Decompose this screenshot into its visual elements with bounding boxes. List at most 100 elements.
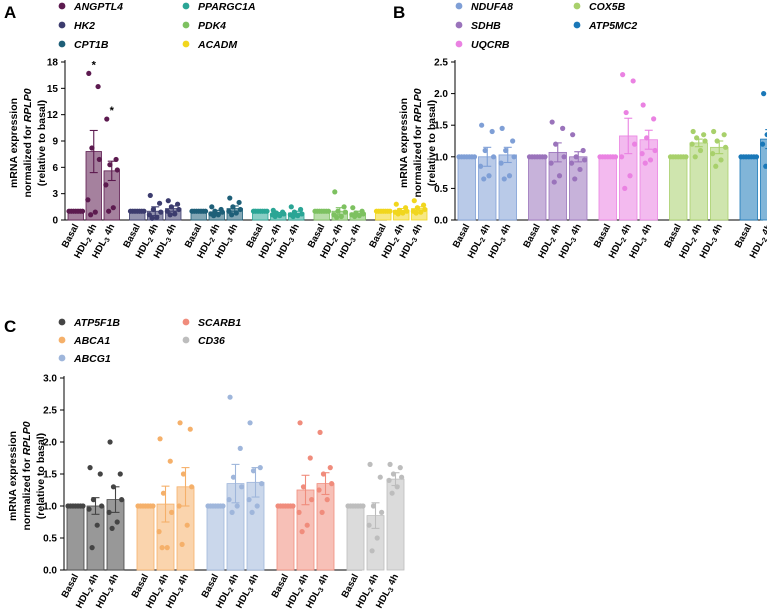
data-point-HK2 (150, 206, 156, 213)
data-point-CD36 (399, 474, 405, 480)
significance-star: * (92, 59, 97, 71)
data-point-ANGPTL4 (89, 145, 95, 151)
data-point-ABCA1 (159, 545, 165, 551)
data-point-ABCA1 (169, 509, 175, 515)
data-point-ACADM (393, 201, 399, 207)
data-point-HK2 (154, 214, 160, 220)
data-point-ACADM (404, 208, 410, 214)
data-point-SDHB (561, 154, 567, 160)
data-point-CD36 (386, 477, 392, 483)
x-tick-subscript: 3 (641, 237, 649, 244)
x-tick-subscript: 2 (550, 237, 558, 244)
x-tick-part: 4h (547, 222, 563, 239)
data-point-UQCRB (640, 102, 646, 108)
data-point-ATP5F1B (99, 503, 105, 509)
data-point-ABCA1 (180, 471, 187, 477)
data-point-SCARB1 (327, 465, 333, 471)
data-point-PPARGC1A (291, 209, 297, 215)
data-point-ABCG1 (237, 445, 243, 451)
data-point-ABCA1 (189, 484, 195, 490)
panel-letter-A: A (4, 3, 16, 22)
x-tick-part: 4h (225, 572, 241, 589)
data-point-PPARGC1A (281, 211, 287, 217)
data-point-ACADM (418, 209, 424, 215)
data-point-CPT1B (211, 213, 217, 219)
legend-marker-ACADM (182, 40, 190, 48)
data-point-COX5B (697, 147, 704, 154)
data-point-HK2 (174, 201, 181, 207)
data-point-HK2 (172, 211, 178, 217)
data-point-ANGPTL4 (110, 205, 116, 211)
bar-ABCG1-0 (206, 505, 225, 571)
data-point-CPT1B (236, 199, 242, 206)
y-tick-label: 0.0 (434, 216, 448, 227)
data-point-ATP5F1B (86, 506, 92, 512)
legend-marker-HK2 (58, 21, 66, 29)
data-point-SDHB (573, 154, 579, 160)
data-point-ANGPTL4 (96, 156, 102, 163)
x-tick-part: 4h (618, 222, 634, 239)
data-point-CD36 (390, 471, 397, 477)
data-point-ATP5F1B (114, 519, 120, 525)
data-point-UQCRB (623, 109, 629, 116)
data-point-ABCG1 (226, 497, 232, 503)
data-point-ABCA1 (176, 503, 182, 509)
data-point-ABCG1 (250, 468, 257, 474)
x-tick-part: 4h (688, 222, 704, 239)
data-point-SDHB (542, 154, 548, 160)
x-tick-subscript: 3 (227, 237, 235, 244)
data-point-ATP5F1B (94, 522, 100, 528)
legend-marker-SDHB (455, 21, 463, 29)
data-point-COX5B (711, 128, 717, 135)
x-tick-part: 4h (83, 222, 99, 239)
legend-marker-COX5B (573, 2, 581, 10)
data-point-ABCA1 (187, 426, 193, 432)
data-point-PDK4 (352, 213, 358, 220)
data-point-ABCG1 (259, 481, 265, 487)
legend-label-ATP5MC2: ATP5MC2 (588, 20, 637, 32)
data-point-ATP5F1B (90, 497, 97, 503)
legend-marker-CPT1B (58, 40, 66, 48)
data-point-PDK4 (332, 189, 338, 195)
x-tick-part: 4h (347, 222, 363, 239)
data-point-ABCG1 (234, 503, 240, 509)
y-axis-label: mRNA expression normalized for RPLP0 (rela… (8, 88, 48, 197)
data-point-ATP5F1B (117, 471, 123, 477)
data-point-COX5B (721, 132, 727, 138)
data-point-UQCRB (620, 72, 626, 78)
y-axis-label-line: mRNA expression (398, 98, 410, 188)
y-tick-label: 9 (52, 137, 58, 148)
y-tick-label: 0 (52, 216, 58, 227)
y-axis-label-line: mRNA expression (7, 431, 19, 521)
data-point-SCARB1 (309, 497, 315, 503)
bar-CD36-0 (346, 505, 365, 571)
x-tick-subscript: 2 (298, 587, 306, 594)
data-point-CD36 (389, 490, 395, 496)
data-point-PDK4 (338, 213, 344, 220)
x-tick-subscript: 3 (711, 237, 719, 244)
bar-SDHB-2 (569, 156, 588, 221)
legend-label-CPT1B: CPT1B (74, 39, 109, 51)
data-point-ABCA1 (164, 545, 170, 551)
data-point-UQCRB (631, 141, 638, 147)
x-tick-part: 4h (315, 572, 331, 589)
y-tick-label: 2.5 (43, 406, 57, 417)
x-tick-subscript: 2 (332, 237, 340, 244)
bar-ATP5F1B-0 (66, 505, 85, 571)
x-tick-part: 4h (224, 222, 240, 239)
legend-marker-CD36 (182, 336, 190, 344)
data-point-CD36 (369, 548, 375, 554)
data-point-PPARGC1A (297, 206, 304, 213)
data-point-NDUFA8 (490, 154, 497, 160)
data-point-ANGPTL4 (104, 116, 110, 122)
x-tick-part: 4h (286, 222, 302, 239)
x-tick-part: 4h (295, 572, 311, 589)
x-tick-subscript: 2 (86, 237, 94, 244)
data-point-CD36 (377, 474, 383, 480)
data-point-SCARB1 (324, 497, 330, 503)
data-point-ATP5MC2 (760, 141, 766, 147)
data-point-ACADM (413, 210, 419, 216)
legend-label-ATP5F1B: ATP5F1B (73, 317, 120, 329)
data-point-UQCRB (612, 154, 619, 160)
x-tick-part: 4h (497, 222, 513, 239)
